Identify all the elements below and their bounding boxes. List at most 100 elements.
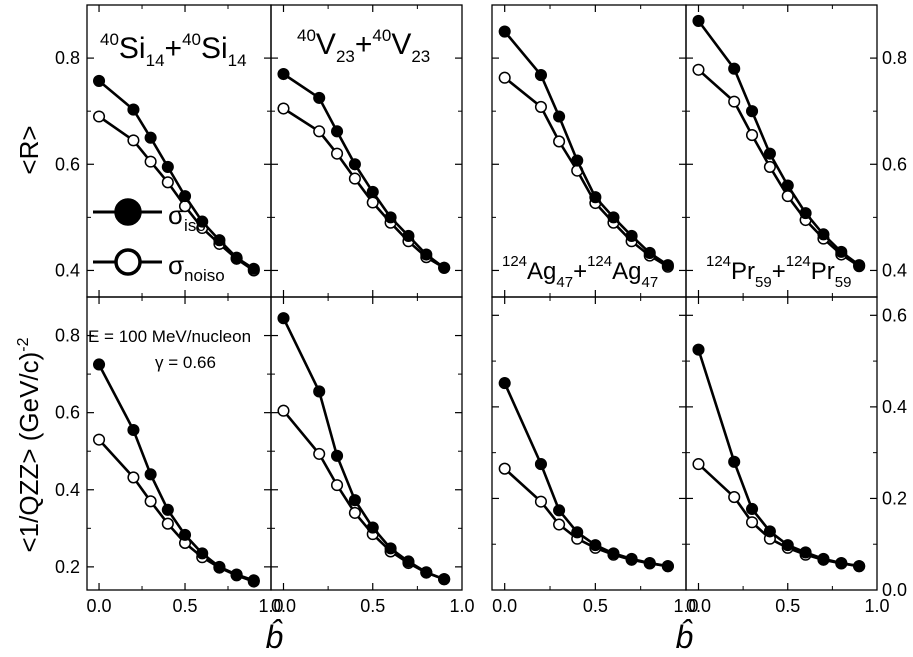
- Q-iso-point: [196, 547, 209, 560]
- R-noiso-line: [282, 107, 445, 269]
- panels: [86, 4, 878, 591]
- x-tick-label: 1.0: [258, 596, 283, 616]
- x-tick-label: 0.0: [87, 596, 112, 616]
- system-label-pr: 124Pr59+124Pr59: [706, 253, 851, 291]
- R-iso-point: [330, 125, 344, 138]
- Q-iso-point: [692, 343, 705, 356]
- R-iso-point: [420, 248, 433, 261]
- Q-noiso-point: [745, 516, 759, 529]
- x-axis-label-0: b̂: [266, 619, 284, 655]
- y-tick-label-left: 0.6: [55, 403, 80, 423]
- R-noiso-point: [330, 147, 344, 160]
- Q-iso-point: [835, 556, 848, 570]
- Q-iso-point: [781, 539, 794, 552]
- Q-noiso-point: [553, 518, 566, 531]
- Q-iso-point: [643, 556, 656, 570]
- Q-iso-line: [697, 349, 860, 568]
- Q-iso-point: [348, 494, 361, 507]
- R-noiso-point: [553, 135, 566, 148]
- Q-iso-point: [366, 521, 379, 534]
- y-tick-label-left: 0.4: [55, 260, 80, 280]
- R-noiso-point: [92, 110, 106, 123]
- R-iso-line: [503, 30, 669, 267]
- x-axis-label-1: b̂: [676, 619, 694, 655]
- y-tick-label-left: 0.2: [55, 557, 80, 577]
- x-tick-label: 1.0: [673, 596, 698, 616]
- Q-noiso-point: [498, 462, 511, 475]
- Q-noiso-line: [697, 463, 860, 568]
- y-tick-label-right: 0.0: [882, 580, 907, 600]
- legend-marker-noiso: [114, 248, 142, 276]
- Q-iso-point: [607, 547, 620, 560]
- R-iso-point: [817, 228, 830, 241]
- Q-noiso-point: [277, 404, 290, 417]
- y-tick-label-left: 0.8: [55, 48, 80, 68]
- R-noiso-point: [692, 63, 705, 76]
- Q-iso-line: [503, 382, 669, 568]
- Q-noiso-point: [161, 517, 174, 530]
- y-tick-label-right: 0.6: [882, 305, 907, 325]
- Q-iso-point: [553, 504, 566, 517]
- R-iso-point: [781, 179, 794, 192]
- Q-iso-point: [571, 526, 584, 539]
- x-tick-label: 0.0: [686, 596, 711, 616]
- R-iso-point: [661, 259, 674, 272]
- R-iso-point: [178, 190, 192, 203]
- R-noiso-point: [745, 129, 759, 142]
- R-noiso-point: [144, 155, 157, 168]
- legend-label-iso: σiso: [168, 200, 206, 235]
- x-tick-label: 0.5: [583, 596, 608, 616]
- R-iso-point: [348, 158, 361, 171]
- x-tick-label: 0.5: [360, 596, 385, 616]
- y-tick-label-left: 0.6: [55, 154, 80, 174]
- Q-iso-point: [213, 560, 226, 573]
- R-iso-point: [745, 105, 759, 118]
- R-iso-line: [697, 20, 860, 267]
- Q-iso-point: [161, 503, 174, 516]
- Q-iso-point: [498, 377, 511, 390]
- R-iso-point: [763, 147, 776, 160]
- legend-label-noiso: σnoiso: [168, 250, 225, 285]
- R-iso-point: [692, 14, 705, 27]
- panel-frame-r1-c1: [270, 296, 463, 591]
- R-iso-point: [127, 103, 140, 116]
- Q-iso-point: [745, 502, 759, 516]
- R-iso-point: [313, 91, 326, 104]
- R-iso-point: [402, 229, 415, 242]
- Q-iso-point: [853, 560, 866, 573]
- R-iso-point: [247, 262, 260, 275]
- Q-noiso-point: [534, 495, 548, 508]
- Q-iso-point: [127, 423, 140, 437]
- R-iso-point: [498, 25, 511, 38]
- R-noiso-line: [98, 115, 255, 272]
- Q-iso-point: [420, 566, 433, 579]
- R-noiso-point: [728, 95, 741, 108]
- Q-iso-point: [438, 573, 451, 586]
- Q-iso-point: [817, 552, 830, 565]
- Q-noiso-line: [282, 409, 445, 581]
- y-tick-label-left: 0.8: [55, 326, 80, 346]
- Q-iso-point: [763, 525, 776, 538]
- R-iso-line: [282, 72, 445, 269]
- Q-noiso-point: [127, 471, 140, 484]
- R-noiso-point: [763, 160, 776, 173]
- Q-iso-point: [589, 539, 602, 552]
- Q-noiso-point: [348, 506, 361, 519]
- energy-annotation: E = 100 MeV/nucleon: [88, 327, 251, 346]
- Q-iso-point: [144, 468, 157, 481]
- Q-iso-line: [282, 317, 445, 581]
- Q-iso-point: [330, 449, 344, 462]
- R-iso-line: [98, 79, 255, 270]
- Q-iso-point: [402, 555, 415, 568]
- R-iso-point: [144, 131, 157, 144]
- Q-iso-point: [92, 358, 106, 371]
- R-noiso-point: [161, 176, 174, 189]
- R-noiso-point: [313, 125, 326, 138]
- R-iso-point: [853, 259, 866, 272]
- y-tick-label-right: 0.2: [882, 488, 907, 508]
- y-axis-label-top: <R>: [14, 125, 44, 174]
- y-tick-label-right: 0.6: [882, 154, 907, 174]
- system-label-v: 40V23+40V23: [297, 26, 430, 66]
- y-tick-label-left: 0.4: [55, 480, 80, 500]
- Q-iso-point: [247, 574, 260, 587]
